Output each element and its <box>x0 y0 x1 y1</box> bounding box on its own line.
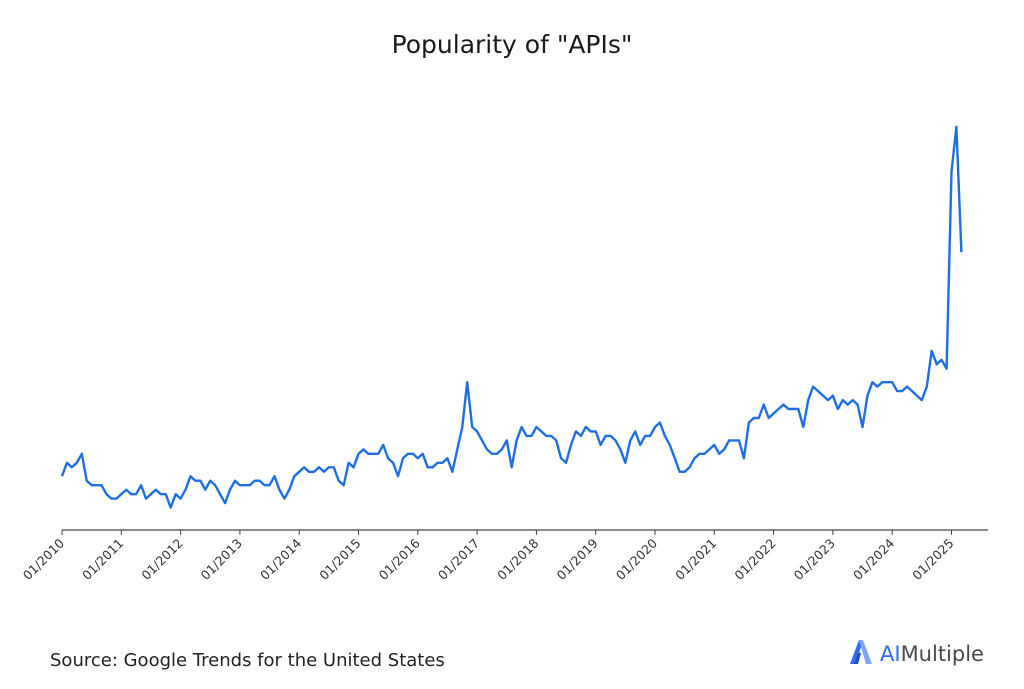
x-tick-label: 01/2025 <box>909 536 956 583</box>
x-tick-label: 01/2014 <box>257 535 304 582</box>
x-tick-label: 01/2015 <box>316 536 363 583</box>
x-tick-label: 01/2011 <box>79 536 126 583</box>
x-tick-label: 01/2024 <box>850 535 897 582</box>
x-tick-label: 01/2021 <box>672 536 719 583</box>
x-tick-label: 01/2018 <box>494 535 541 582</box>
x-tick-label: 01/2016 <box>376 535 423 582</box>
x-tick-label: 01/2019 <box>553 535 600 582</box>
x-tick-label: 01/2022 <box>731 536 778 583</box>
source-note: Source: Google Trends for the United Sta… <box>50 650 445 671</box>
brand-name: AIMultiple <box>880 642 984 666</box>
x-tick-label: 01/2017 <box>435 536 482 583</box>
aimultiple-brand: AIMultiple <box>848 638 984 670</box>
x-tick-label: 01/2012 <box>138 536 185 583</box>
aimultiple-logo-icon <box>848 638 874 670</box>
series-line-apis <box>60 125 963 509</box>
x-tick-label: 01/2023 <box>791 536 838 583</box>
brand-name-rest: Multiple <box>900 642 984 666</box>
chart-title: Popularity of "APIs" <box>391 30 633 59</box>
x-tick-label: 01/2010 <box>20 535 67 582</box>
x-tick-label: 01/2013 <box>198 536 245 583</box>
brand-name-ai: AI <box>880 642 901 666</box>
x-tick-label: 01/2020 <box>613 535 660 582</box>
